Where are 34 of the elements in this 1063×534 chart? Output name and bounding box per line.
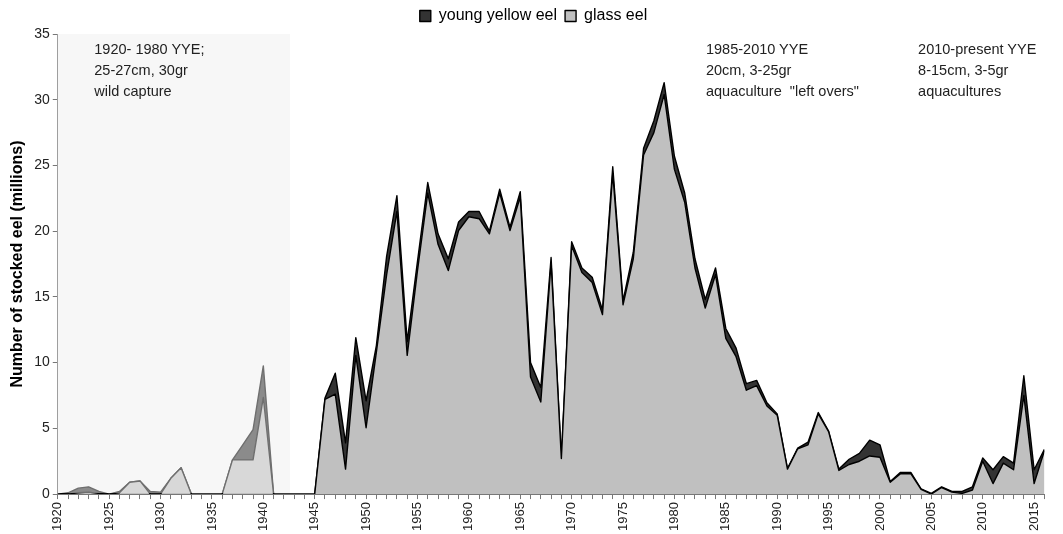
annotation: 2010-present YYE 8-15cm, 3-5gr aquacultures xyxy=(918,41,1037,99)
x-tick-label: 1985 xyxy=(717,502,733,531)
legend-label: glass eel xyxy=(584,6,648,24)
y-tick-label: 20 xyxy=(34,222,50,239)
annotation: 1985-2010 YYE 20cm, 3-25gr aquaculture "left overs" xyxy=(705,41,859,99)
x-tick-label: 1920 xyxy=(49,502,65,531)
x-tick-label: 1995 xyxy=(820,502,836,531)
x-tick-label: 2000 xyxy=(871,502,887,531)
x-tick-label: 1970 xyxy=(563,502,579,531)
y-tick-label: 5 xyxy=(41,419,50,436)
x-tick-label: 1940 xyxy=(254,502,270,531)
x-tick-label: 1925 xyxy=(100,502,116,531)
x-tick-label: 1975 xyxy=(614,502,630,531)
y-tick-label: 0 xyxy=(41,484,50,501)
legend-label: young yellow eel xyxy=(438,6,558,24)
y-tick-label: 35 xyxy=(34,24,50,41)
y-tick-label: 15 xyxy=(34,287,50,304)
x-tick-label: 1930 xyxy=(152,502,168,531)
x-tick-label: 1950 xyxy=(357,502,373,531)
annotation: 1920- 1980 YYE; 25-27cm, 30gr wild capture xyxy=(93,41,205,99)
x-tick-label: 1990 xyxy=(768,502,784,531)
x-tick-label: 1980 xyxy=(665,502,681,531)
y-tick-label: 10 xyxy=(34,353,50,370)
x-tick-label: 1935 xyxy=(203,502,219,531)
x-tick-label: 1960 xyxy=(460,502,476,531)
y-axis-title: Number of stocked eel (millions) xyxy=(8,140,26,388)
y-tick-label: 30 xyxy=(34,90,50,107)
x-tick-label: 2010 xyxy=(974,502,990,531)
x-tick-label: 1955 xyxy=(409,502,425,531)
x-tick-label: 2015 xyxy=(1025,502,1041,531)
y-tick-label: 25 xyxy=(34,156,50,173)
x-tick-label: 1945 xyxy=(306,502,322,531)
x-tick-label: 1965 xyxy=(511,502,527,531)
x-tick-label: 2005 xyxy=(922,502,938,531)
